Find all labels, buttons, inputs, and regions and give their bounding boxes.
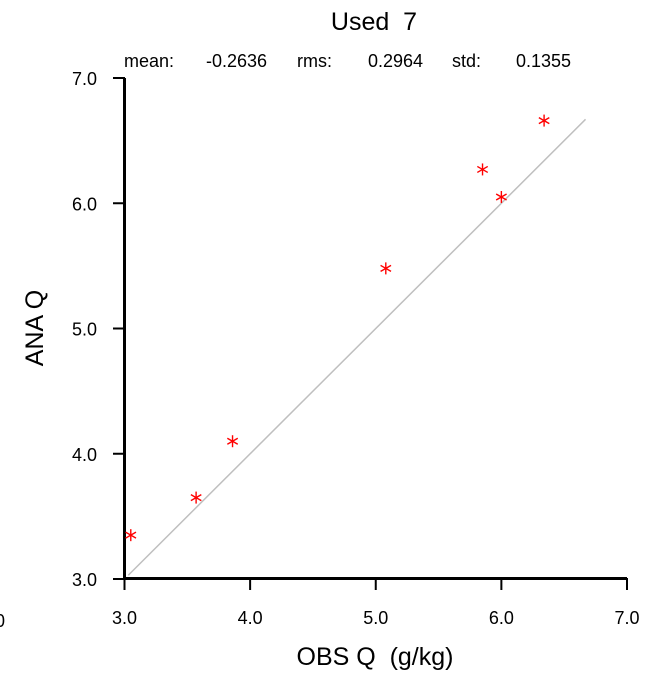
x-tick-label: 7.0: [614, 608, 639, 628]
x-tick-label: 4.0: [238, 608, 263, 628]
x-tick-label: 5.0: [363, 608, 388, 628]
data-point-asterisk: [125, 529, 137, 542]
chart-title: Used 7: [331, 8, 417, 36]
y-tick-label: 5.0: [72, 320, 97, 340]
data-points: [125, 114, 550, 542]
mean-value: -0.2636: [206, 51, 267, 71]
data-point-asterisk: [495, 190, 507, 203]
x-ticks: 3.0 4.0 5.0 6.0 7.0: [112, 578, 640, 628]
y-tick-label: 4.0: [72, 445, 97, 465]
y-tick-label: 6.0: [72, 194, 97, 214]
std-value: 0.1355: [516, 51, 571, 71]
std-label: std:: [452, 51, 481, 71]
stats-line: mean: -0.2636 rms: 0.2964 std: 0.1355: [124, 51, 571, 71]
y-axis-label: ANA Q: [21, 290, 49, 366]
x-tick-label: 3.0: [112, 608, 137, 628]
data-point-asterisk: [226, 435, 239, 448]
x-tick-label: 6.0: [489, 608, 514, 628]
x-axis-label: OBS Q (g/kg): [297, 643, 454, 671]
y-tick-label: 7.0: [72, 69, 97, 89]
rms-value: 0.2964: [368, 51, 423, 71]
mean-label: mean:: [124, 51, 174, 71]
data-point-asterisk: [538, 114, 550, 127]
y-tick-label: 3.0: [72, 570, 97, 590]
y-ticks: 3.0 4.0 5.0 6.0 7.0: [72, 69, 125, 590]
rms-label: rms:: [297, 51, 332, 71]
reference-line: [127, 118, 587, 576]
data-point-asterisk: [190, 491, 202, 504]
stray-glyph: 0: [0, 611, 5, 631]
data-point-asterisk: [476, 163, 489, 176]
data-point-asterisk: [380, 262, 392, 275]
